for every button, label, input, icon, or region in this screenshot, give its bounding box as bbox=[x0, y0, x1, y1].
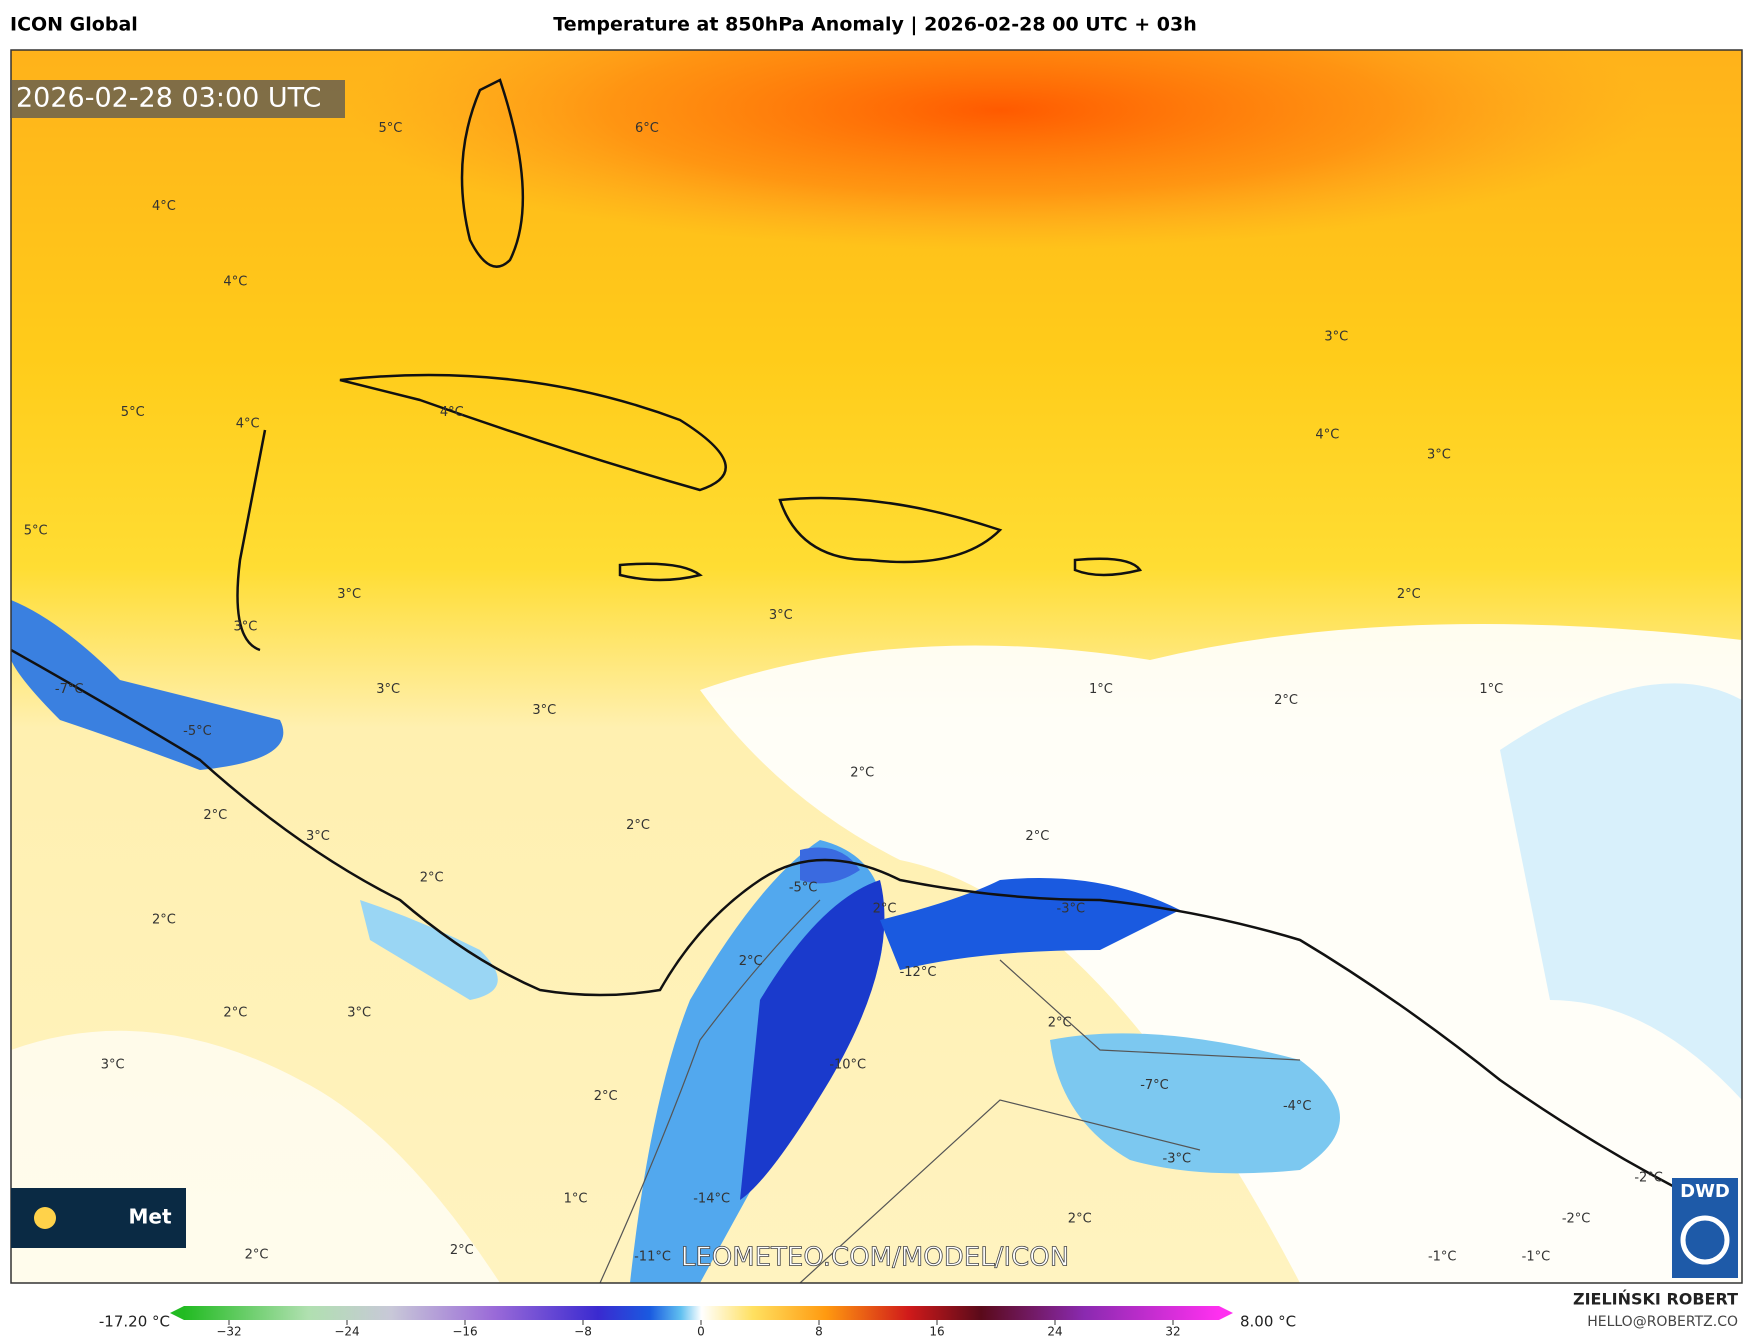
colorbar-min: -17.20 °C bbox=[99, 1313, 170, 1331]
colorbar-max: 8.00 °C bbox=[1240, 1313, 1296, 1331]
contour-label: 2°C bbox=[850, 765, 874, 780]
contour-label: 2°C bbox=[420, 870, 444, 885]
contour-label: 3°C bbox=[769, 608, 793, 623]
author: ZIELIŃSKI ROBERT bbox=[1573, 1290, 1738, 1309]
contour-label: 2°C bbox=[203, 808, 227, 823]
contour-label: 5°C bbox=[24, 523, 48, 538]
contour-label: 4°C bbox=[236, 416, 260, 431]
contour-label: 3°C bbox=[233, 619, 257, 634]
contour-label: 5°C bbox=[121, 405, 145, 420]
contour-label: 3°C bbox=[532, 703, 556, 718]
contour-label: 2°C bbox=[450, 1243, 474, 1258]
contour-label: 2°C bbox=[1274, 693, 1298, 708]
contour-label: -7°C bbox=[1140, 1078, 1169, 1093]
contour-label: 4°C bbox=[223, 275, 247, 290]
contour-label: 3°C bbox=[101, 1058, 125, 1073]
contour-label: 2°C bbox=[245, 1247, 269, 1262]
contour-label: -1°C bbox=[1428, 1250, 1457, 1265]
contour-label: -3°C bbox=[1163, 1151, 1192, 1166]
contour-label: 1°C bbox=[564, 1192, 588, 1207]
contour-label: 3°C bbox=[337, 587, 361, 602]
contour-label: 3°C bbox=[1427, 448, 1451, 463]
contour-label: 3°C bbox=[376, 682, 400, 697]
contour-label: 2°C bbox=[1025, 829, 1049, 844]
contour-label: 2°C bbox=[1068, 1212, 1092, 1227]
contour-label: 4°C bbox=[152, 199, 176, 214]
contour-label: 5°C bbox=[378, 121, 402, 136]
contour-label: -11°C bbox=[634, 1250, 671, 1265]
colorbar-tick-label: 32 bbox=[1165, 1325, 1180, 1339]
contour-label: 6°C bbox=[635, 121, 659, 136]
contour-label: -2°C bbox=[1634, 1170, 1663, 1185]
timestamp: 2026-02-28 03:00 UTC bbox=[16, 83, 321, 114]
contour-label: 2°C bbox=[594, 1089, 618, 1104]
contour-label: 2°C bbox=[152, 913, 176, 928]
contour-label: 1°C bbox=[1479, 682, 1503, 697]
contour-label: -14°C bbox=[693, 1192, 730, 1207]
contour-label: -2°C bbox=[1562, 1212, 1591, 1227]
contour-label: 4°C bbox=[1315, 428, 1339, 443]
colorbar-tick-label: −8 bbox=[574, 1325, 592, 1339]
colorbar-tick-label: −16 bbox=[452, 1325, 477, 1339]
contour-label: 2°C bbox=[1397, 587, 1421, 602]
contour-label: -5°C bbox=[183, 724, 212, 739]
map bbox=[11, 50, 1742, 1283]
contour-label: 3°C bbox=[306, 829, 330, 844]
email: HELLO@ROBERTZ.CO bbox=[1587, 1314, 1738, 1330]
dwd-logo: DWD bbox=[1680, 1181, 1730, 1202]
contour-label: -12°C bbox=[900, 965, 937, 980]
colorbar-tick-label: −24 bbox=[334, 1325, 359, 1339]
contour-label: 4°C bbox=[440, 405, 464, 420]
colorbar-tick-label: −32 bbox=[216, 1325, 241, 1339]
contour-label: 1°C bbox=[1089, 682, 1113, 697]
colorbar bbox=[184, 1306, 1219, 1320]
contour-label: 2°C bbox=[739, 954, 763, 969]
map-title: Temperature at 850hPa Anomaly | 2026-02-… bbox=[553, 14, 1196, 36]
contour-label: 2°C bbox=[873, 902, 897, 917]
contour-label: -7°C bbox=[55, 682, 84, 697]
watermark: LEOMETEO.COM/MODEL/ICON bbox=[681, 1243, 1069, 1273]
colorbar-tick-label: 24 bbox=[1047, 1325, 1062, 1339]
contour-label: -10°C bbox=[829, 1058, 866, 1073]
contour-label: -3°C bbox=[1057, 902, 1086, 917]
contour-label: -4°C bbox=[1283, 1099, 1312, 1114]
contour-label: 2°C bbox=[626, 818, 650, 833]
model-name: ICON Global bbox=[10, 14, 138, 36]
contour-label: 3°C bbox=[347, 1005, 371, 1020]
contour-label: 2°C bbox=[1048, 1015, 1072, 1030]
colorbar-tick-label: 16 bbox=[929, 1325, 944, 1339]
contour-label: -5°C bbox=[789, 880, 818, 895]
colorbar-tick-label: 0 bbox=[697, 1325, 705, 1339]
logo-text: Met bbox=[128, 1205, 171, 1229]
contour-label: 3°C bbox=[1324, 329, 1348, 344]
contour-label: 2°C bbox=[223, 1005, 247, 1020]
contour-label: -1°C bbox=[1522, 1250, 1551, 1265]
colorbar-tick-label: 8 bbox=[815, 1325, 823, 1339]
